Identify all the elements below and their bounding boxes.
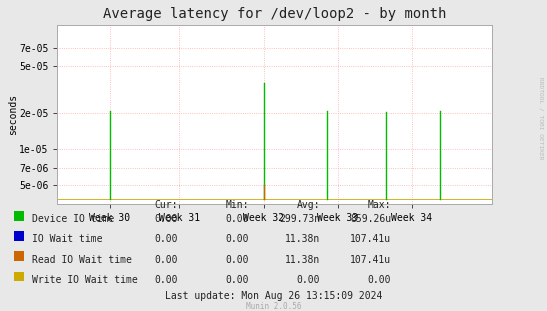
Text: Min:: Min: bbox=[225, 200, 249, 210]
Text: Munin 2.0.56: Munin 2.0.56 bbox=[246, 301, 301, 310]
Text: 0.00: 0.00 bbox=[154, 275, 178, 285]
Text: 107.41u: 107.41u bbox=[350, 255, 391, 265]
Text: Write IO Wait time: Write IO Wait time bbox=[32, 275, 137, 285]
Text: 0.00: 0.00 bbox=[225, 234, 249, 244]
Text: 0.00: 0.00 bbox=[154, 214, 178, 224]
Text: Device IO time: Device IO time bbox=[32, 214, 114, 224]
Text: 0.00: 0.00 bbox=[225, 255, 249, 265]
Text: 0.00: 0.00 bbox=[154, 234, 178, 244]
Text: 0.00: 0.00 bbox=[225, 275, 249, 285]
Title: Average latency for /dev/loop2 - by month: Average latency for /dev/loop2 - by mont… bbox=[103, 7, 446, 21]
Text: 0.00: 0.00 bbox=[296, 275, 320, 285]
Text: Avg:: Avg: bbox=[296, 200, 320, 210]
Text: IO Wait time: IO Wait time bbox=[32, 234, 102, 244]
Text: 299.73n: 299.73n bbox=[279, 214, 320, 224]
Text: 0.00: 0.00 bbox=[225, 214, 249, 224]
Text: Last update: Mon Aug 26 13:15:09 2024: Last update: Mon Aug 26 13:15:09 2024 bbox=[165, 290, 382, 300]
Text: Read IO Wait time: Read IO Wait time bbox=[32, 255, 132, 265]
Text: Max:: Max: bbox=[368, 200, 391, 210]
Text: 0.00: 0.00 bbox=[368, 275, 391, 285]
Text: 859.26u: 859.26u bbox=[350, 214, 391, 224]
Text: 0.00: 0.00 bbox=[154, 255, 178, 265]
Text: RRDTOOL / TOBI OETIKER: RRDTOOL / TOBI OETIKER bbox=[538, 77, 543, 160]
Text: Cur:: Cur: bbox=[154, 200, 178, 210]
Text: 11.38n: 11.38n bbox=[285, 234, 320, 244]
Text: 107.41u: 107.41u bbox=[350, 234, 391, 244]
Text: 11.38n: 11.38n bbox=[285, 255, 320, 265]
Y-axis label: seconds: seconds bbox=[8, 94, 18, 135]
